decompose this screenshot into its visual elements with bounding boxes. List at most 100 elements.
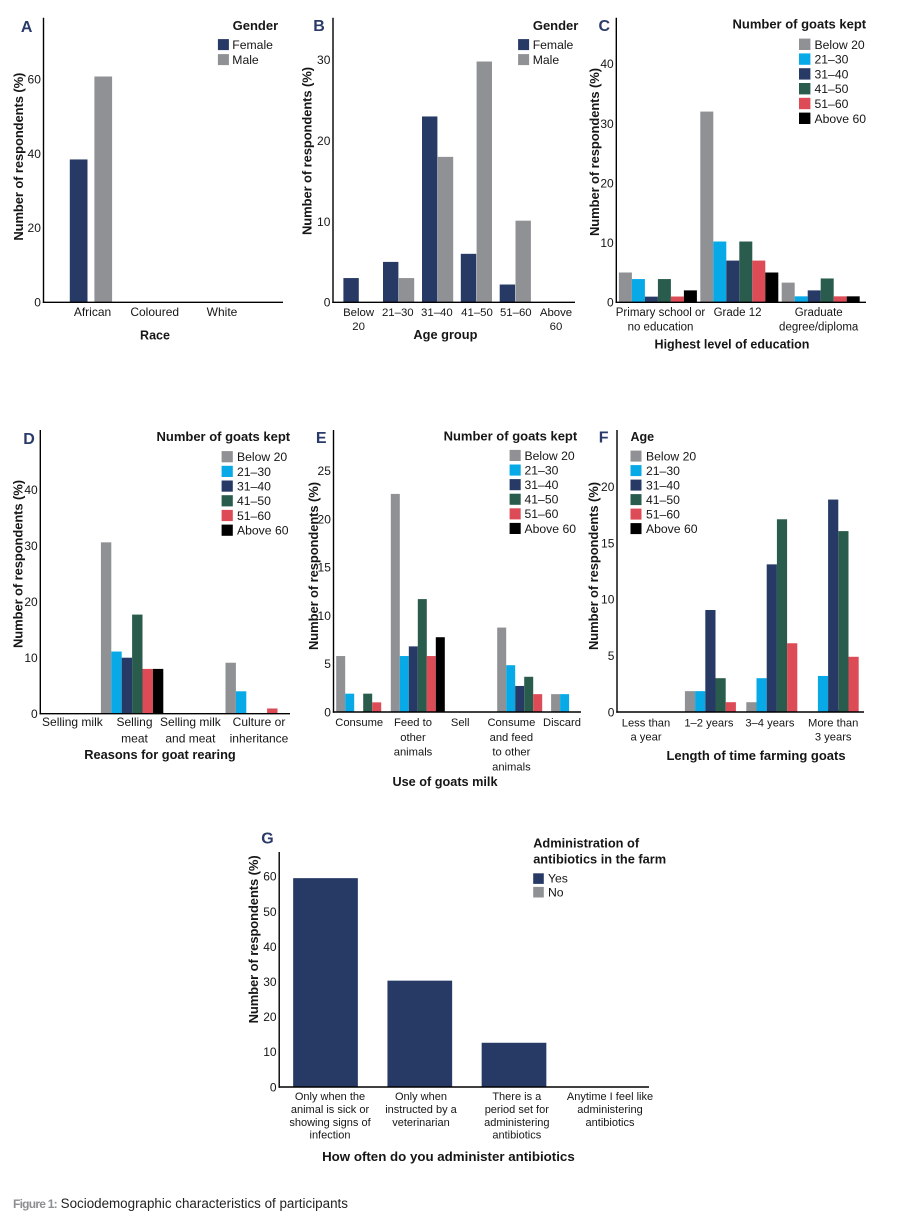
svg-text:Yes: Yes: [548, 872, 568, 886]
svg-text:Age group: Age group: [413, 327, 477, 342]
svg-text:20: 20: [24, 595, 38, 609]
svg-text:G: G: [261, 831, 273, 848]
svg-text:Only when the: Only when the: [295, 1091, 365, 1103]
svg-text:Grade 12: Grade 12: [714, 307, 762, 319]
svg-text:Reasons for goat rearing: Reasons for goat rearing: [84, 747, 235, 762]
svg-text:51–60: 51–60: [646, 507, 680, 521]
svg-text:50: 50: [263, 905, 277, 919]
svg-text:antibiotics: antibiotics: [586, 1117, 635, 1129]
svg-text:other: other: [400, 732, 426, 744]
svg-text:60: 60: [28, 72, 42, 86]
svg-text:Only when: Only when: [395, 1091, 447, 1103]
svg-text:African: African: [74, 305, 111, 319]
svg-text:40: 40: [263, 940, 277, 954]
svg-text:a year: a year: [630, 732, 661, 744]
svg-text:0: 0: [34, 296, 41, 310]
svg-text:no education: no education: [628, 321, 694, 333]
svg-text:21–30: 21–30: [237, 465, 271, 479]
svg-text:Above 60: Above 60: [237, 524, 289, 538]
svg-text:0: 0: [31, 707, 38, 721]
svg-text:There is a: There is a: [492, 1091, 542, 1103]
svg-text:A: A: [21, 19, 33, 36]
svg-text:Selling: Selling: [116, 715, 152, 729]
svg-text:15: 15: [601, 536, 615, 550]
svg-text:1–2 years: 1–2 years: [684, 718, 734, 730]
svg-text:Administration of: Administration of: [533, 836, 640, 851]
svg-text:and meat: and meat: [165, 731, 216, 745]
svg-text:Number of respondents (%): Number of respondents (%): [587, 68, 602, 236]
svg-text:meat: meat: [121, 731, 148, 745]
svg-text:veterinarian: veterinarian: [392, 1117, 449, 1129]
svg-text:Male: Male: [232, 53, 259, 67]
svg-text:How often do you administer an: How often do you administer antibiotics: [322, 1149, 575, 1164]
svg-text:Number of respondents (%): Number of respondents (%): [586, 482, 601, 650]
svg-text:21–30: 21–30: [815, 53, 849, 67]
svg-text:More than: More than: [808, 718, 858, 730]
svg-text:Above 60: Above 60: [815, 112, 867, 126]
svg-text:10: 10: [24, 651, 38, 665]
svg-text:Above 60: Above 60: [525, 522, 577, 536]
svg-text:Number of goats kept: Number of goats kept: [732, 17, 866, 32]
svg-text:Above: Above: [540, 307, 572, 319]
svg-text:41–50: 41–50: [815, 82, 849, 96]
svg-text:animals: animals: [394, 747, 433, 759]
svg-text:31–40: 31–40: [237, 480, 271, 494]
svg-text:Selling milk: Selling milk: [42, 715, 104, 729]
svg-text:to other: to other: [492, 747, 530, 759]
svg-text:Consume: Consume: [335, 717, 383, 729]
svg-text:Number of respondents (%): Number of respondents (%): [306, 482, 321, 650]
svg-text:0: 0: [324, 705, 331, 719]
svg-text:30: 30: [317, 53, 331, 67]
svg-text:31–40: 31–40: [421, 307, 453, 319]
svg-text:Number of respondents (%): Number of respondents (%): [11, 480, 26, 648]
svg-text:Culture or: Culture or: [233, 715, 286, 729]
svg-text:21–30: 21–30: [382, 307, 414, 319]
svg-text:3–4 years: 3–4 years: [745, 718, 795, 730]
svg-text:20: 20: [600, 176, 614, 190]
svg-text:40: 40: [24, 483, 38, 497]
svg-text:3 years: 3 years: [815, 732, 852, 744]
svg-text:Number of goats kept: Number of goats kept: [156, 429, 290, 444]
svg-text:Coloured: Coloured: [130, 305, 179, 319]
svg-text:30: 30: [263, 975, 277, 989]
svg-text:Gender: Gender: [233, 18, 279, 33]
svg-text:0: 0: [270, 1080, 277, 1094]
svg-text:21–30: 21–30: [525, 463, 559, 477]
svg-text:0: 0: [324, 296, 331, 310]
svg-text:showing signs of: showing signs of: [289, 1117, 371, 1129]
svg-text:Figure 1: Sociodemographic cha: Figure 1: Sociodemographic characteristi…: [13, 1196, 348, 1211]
svg-text:Number of respondents (%): Number of respondents (%): [11, 73, 26, 241]
svg-text:Anytime I feel like: Anytime I feel like: [567, 1091, 653, 1103]
svg-text:20: 20: [263, 1010, 277, 1024]
svg-text:51–60: 51–60: [525, 507, 559, 521]
svg-text:Race: Race: [140, 329, 170, 343]
svg-text:antibiotics: antibiotics: [492, 1130, 541, 1142]
svg-text:and feed: and feed: [490, 732, 534, 744]
svg-text:White: White: [207, 305, 238, 319]
svg-text:antibiotics in the farm: antibiotics in the farm: [533, 851, 666, 866]
svg-text:Below 20: Below 20: [525, 449, 575, 463]
svg-text:40: 40: [600, 57, 614, 71]
svg-text:Consume: Consume: [487, 717, 535, 729]
svg-text:F: F: [599, 429, 609, 446]
svg-text:20: 20: [352, 321, 365, 333]
svg-text:Length of time farming goats: Length of time farming goats: [666, 748, 845, 763]
svg-text:40: 40: [28, 147, 42, 161]
svg-text:Number of respondents (%): Number of respondents (%): [246, 855, 261, 1023]
svg-text:51–60: 51–60: [815, 97, 849, 111]
svg-text:Gender: Gender: [533, 18, 579, 33]
svg-text:10: 10: [600, 236, 614, 250]
svg-text:infection: infection: [310, 1130, 351, 1142]
svg-text:inheritance: inheritance: [230, 731, 289, 745]
svg-text:instructed by a: instructed by a: [385, 1104, 457, 1116]
svg-text:Highest level of education: Highest level of education: [655, 338, 810, 352]
svg-text:No: No: [548, 885, 564, 899]
svg-text:Use of goats milk: Use of goats milk: [392, 775, 498, 789]
svg-text:30: 30: [600, 117, 614, 131]
svg-text:20: 20: [601, 480, 615, 494]
svg-text:21–30: 21–30: [646, 464, 680, 478]
svg-text:5: 5: [608, 649, 615, 663]
svg-text:C: C: [599, 18, 611, 35]
svg-text:31–40: 31–40: [646, 478, 680, 492]
svg-text:administering: administering: [577, 1104, 642, 1116]
